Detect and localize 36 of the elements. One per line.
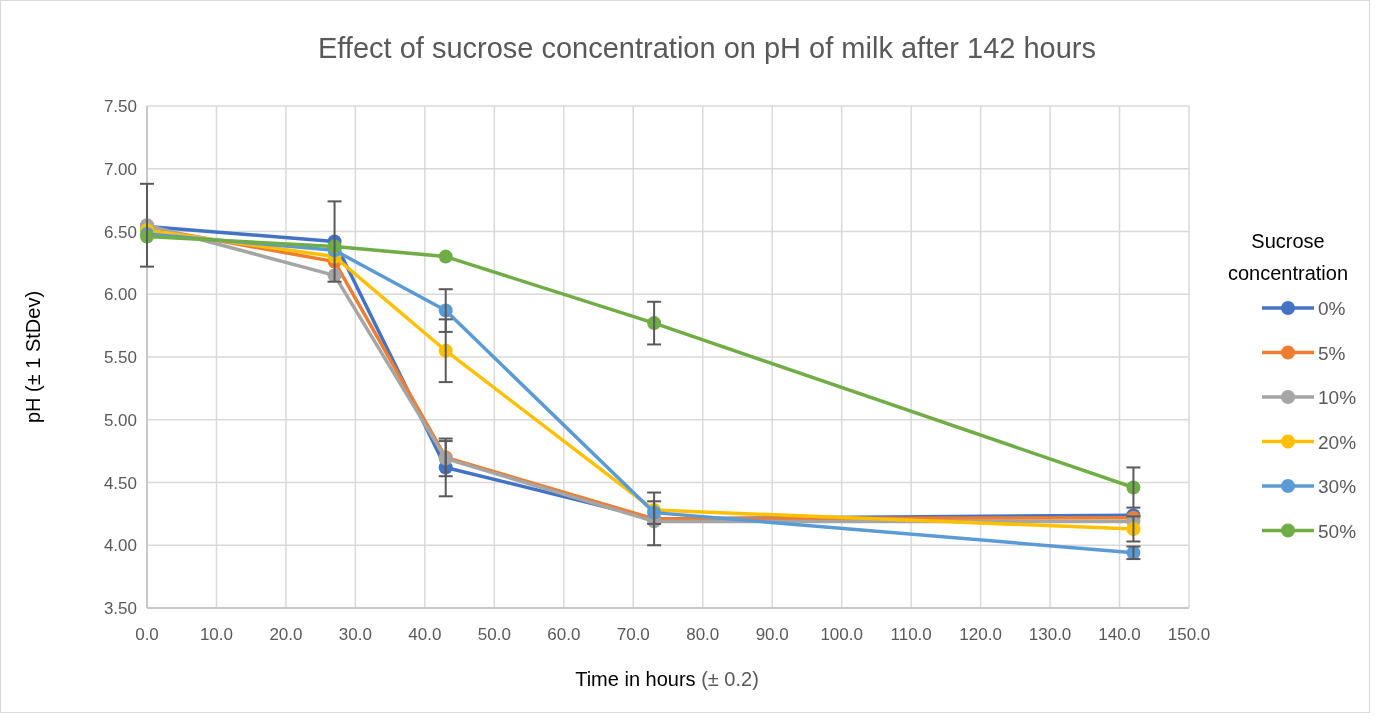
x-tick-label: 10.0 (199, 625, 234, 644)
x-tick-label: 110.0 (890, 625, 932, 644)
x-tick-label: 0.0 (135, 625, 159, 644)
legend-label: 30% (1318, 476, 1357, 497)
x-axis-title: Time in hours (± 0.2) (575, 668, 759, 690)
legend-title: Sucrose concentration (1227, 230, 1349, 284)
legend-label: 20% (1318, 431, 1357, 453)
legend-label: 10% (1318, 387, 1357, 408)
y-tick-label: 5.00 (103, 410, 137, 430)
x-tick-label: 30.0 (338, 625, 372, 644)
y-axis-title: pH (± 1 StDev) (22, 290, 44, 424)
x-tick-label: 20.0 (269, 625, 303, 644)
y-tick-label: 7.50 (103, 97, 137, 116)
x-tick-label: 120.0 (959, 625, 1002, 644)
x-tick-label: 40.0 (408, 625, 442, 644)
point (438, 249, 453, 264)
x-tick-label: 60.0 (547, 625, 581, 644)
y-tick-label: 4.00 (103, 536, 137, 556)
y-tick-label: 7.00 (103, 159, 137, 179)
x-tick-label: 90.0 (755, 625, 789, 644)
x-tick-label: 140.0 (1098, 625, 1141, 644)
x-tick-label: 50.0 (477, 625, 511, 644)
legend-label: 50% (1318, 520, 1357, 542)
chart-title: Effect of sucrose concentration on pH of milk after 142 hours (317, 32, 1097, 64)
y-tick-label: 4.50 (103, 473, 137, 493)
x-tick-label: 80.0 (686, 625, 720, 644)
y-tick-label: 6.50 (103, 222, 137, 242)
legend-label: 5% (1318, 342, 1346, 364)
x-tick-label: 100.0 (820, 625, 863, 644)
x-tick-label: 70.0 (616, 625, 650, 644)
y-tick-label: 3.50 (103, 599, 137, 618)
legend-label: 0% (1318, 298, 1346, 319)
y-tick-label: 6.00 (103, 285, 137, 305)
x-tick-label: 150.0 (1167, 625, 1211, 644)
x-tick-label: 130.0 (1028, 625, 1072, 644)
y-tick-label: 5.50 (103, 348, 137, 367)
